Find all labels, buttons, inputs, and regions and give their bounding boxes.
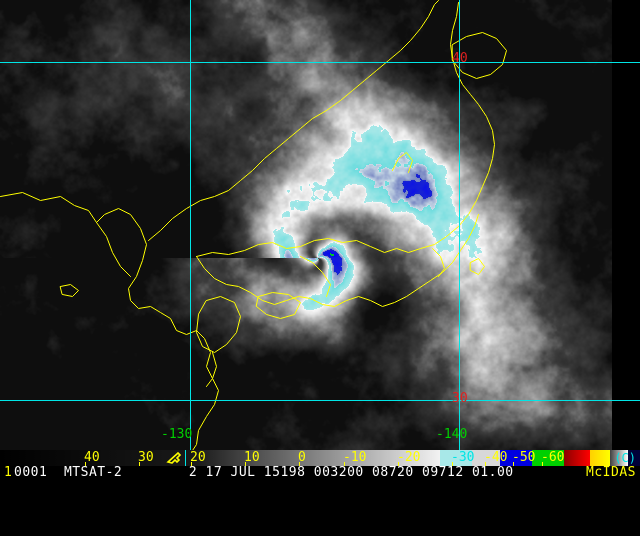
color-bar-segment-cold-navy [628, 450, 640, 466]
status-bar: 1 0001 MTSAT-2 2 17 JUL 15198 003200 087… [0, 466, 640, 480]
temperature-tick-minus40: -40 [484, 450, 508, 465]
temperature-tick-mark [485, 462, 486, 466]
temperature-tick-minus60: -60 [541, 450, 565, 465]
longitude-label-130: -130 [161, 427, 193, 442]
temperature-tick-mark [299, 462, 300, 466]
temperature-scale[interactable]: (C) 40 30 20 10 0 -10 -20 -30 -40 -50 -60 [0, 450, 640, 466]
color-bar-segment-blue-band [500, 450, 532, 466]
temperature-tick-mark [139, 462, 140, 466]
temperature-tick-40: 40 [84, 450, 100, 465]
color-bar-segment-red-ramp [564, 450, 590, 466]
temperature-tick-minus50: -50 [512, 450, 536, 465]
satellite-viewer-window: 40 30 -130 -140 (C) 40 30 20 10 0 -10 -20 -30 -40 -5… [0, 0, 640, 480]
color-bar-segment-gray-ramp [196, 450, 440, 466]
application-brand-label: McIDAS [586, 465, 636, 480]
latitude-gridline-40 [0, 62, 640, 63]
color-bar-cursor[interactable] [185, 450, 186, 466]
longitude-label-140: -140 [436, 427, 468, 442]
color-bar-segment-cyan-band [440, 450, 472, 466]
temperature-tick-20: 20 [190, 450, 206, 465]
temperature-tick-mark [513, 462, 514, 466]
frame-number-label: 1 [4, 465, 13, 480]
temperature-tick-mark [245, 462, 246, 466]
temperature-tick-mark [398, 462, 399, 466]
color-bar-gradient [0, 450, 640, 466]
enhancement-color-bar[interactable] [0, 450, 640, 466]
temperature-tick-10: 10 [244, 450, 260, 465]
longitude-gridline-140 [459, 0, 460, 450]
color-bar-segment-green-band [532, 450, 564, 466]
latitude-gridline-30 [0, 400, 640, 401]
longitude-gridline-130 [190, 0, 191, 450]
color-bar-segment-yellow-ramp [590, 450, 610, 466]
temperature-tick-mark [452, 462, 453, 466]
image-metadata-label: 0001 MTSAT-2 2 17 JUL 15198 003200 08720… [14, 465, 514, 480]
cursor-pointer-icon [166, 451, 182, 464]
temperature-tick-minus20: -20 [397, 450, 421, 465]
temperature-tick-mark [344, 462, 345, 466]
color-bar-segment-lightgray-band [472, 450, 500, 466]
temperature-tick-minus30: -30 [451, 450, 475, 465]
color-bar-segment-warm-black [0, 450, 196, 466]
infrared-satellite-image[interactable] [0, 0, 640, 450]
temperature-tick-30: 30 [138, 450, 154, 465]
temperature-tick-mark [85, 462, 86, 466]
temperature-tick-minus10: -10 [343, 450, 367, 465]
temperature-tick-0: 0 [298, 450, 306, 465]
color-bar-segment-white-ramp [610, 450, 628, 466]
temperature-unit-label: (C) [614, 451, 636, 465]
temperature-tick-mark [542, 462, 543, 466]
temperature-tick-mark [191, 462, 192, 466]
